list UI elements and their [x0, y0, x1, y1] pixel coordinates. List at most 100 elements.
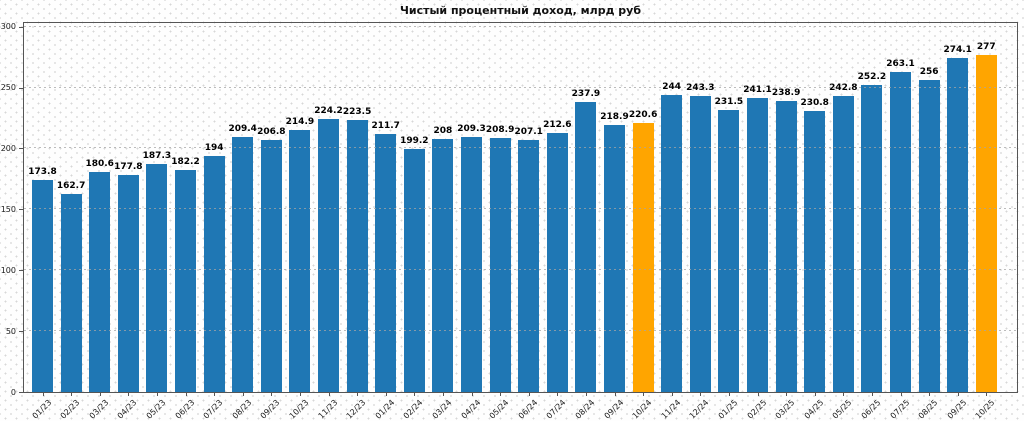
bar-value-label: 238.9 — [771, 88, 801, 98]
x-tick-label: 04/23 — [115, 398, 139, 421]
bar-value-label: 209.4 — [228, 124, 257, 134]
bar-value-label: 207.1 — [514, 127, 543, 137]
x-tick-label: 02/24 — [401, 398, 425, 421]
x-tick-mark — [728, 393, 730, 396]
x-tick-mark — [871, 393, 873, 396]
x-tick-label: 04/24 — [459, 398, 482, 421]
x-tick-label: 08/24 — [573, 398, 597, 421]
y-tick-mark — [19, 331, 23, 333]
bar-value-label: 177.8 — [114, 162, 143, 172]
bar-value-label: 211.7 — [371, 121, 400, 131]
bar-06/23 — [175, 170, 196, 392]
bar-value-label: 252.2 — [857, 72, 887, 82]
x-tick-mark — [786, 393, 788, 396]
y-tick-mark — [19, 148, 23, 150]
bar-value-label: 173.8 — [28, 167, 57, 177]
chart-title: Чистый процентный доход, млрд руб — [399, 4, 642, 17]
x-tick-label: 06/24 — [516, 398, 540, 421]
bar-value-label: 241.1 — [743, 85, 772, 95]
y-tick-mark — [19, 392, 23, 393]
x-tick-mark — [557, 393, 559, 396]
bar-value-label: 244 — [662, 82, 682, 92]
x-tick-mark — [214, 393, 216, 396]
plot-area: 173.8 162.7 180.6 177.8 187.3 182.2 194 209.4 20… — [23, 22, 1018, 393]
x-tick-label: 07/24 — [544, 398, 568, 421]
x-tick-label: 06/25 — [859, 398, 883, 421]
bar-06/24 — [518, 140, 540, 392]
bar-09/24 — [604, 125, 625, 392]
bar-08/23 — [232, 137, 254, 392]
x-tick-label: 09/24 — [602, 398, 625, 421]
bar-12/24 — [689, 96, 711, 392]
bar-value-label: 218.9 — [600, 112, 629, 122]
bar-value-label: 231.5 — [714, 97, 744, 107]
bar-08/24 — [575, 102, 597, 392]
x-tick-label: 08/25 — [916, 398, 940, 421]
x-tick-label: 10/24 — [630, 398, 654, 421]
bar-value-label: 194 — [204, 143, 224, 153]
bar-04/25 — [804, 111, 826, 392]
bar-03/24 — [432, 139, 454, 392]
x-tick-label: 09/23 — [258, 398, 282, 421]
x-tick-mark — [156, 393, 158, 396]
x-tick-mark — [614, 393, 616, 396]
y-tick-label: 100 — [0, 265, 16, 275]
x-tick-mark — [357, 393, 359, 396]
bar-09/25 — [947, 58, 969, 392]
x-tick-mark — [471, 393, 473, 396]
bar-value-label: 162.7 — [56, 181, 86, 191]
x-tick-label: 02/25 — [745, 398, 768, 421]
x-tick-mark — [328, 393, 330, 396]
x-tick-label: 01/24 — [373, 398, 397, 421]
y-tick-mark — [19, 87, 23, 89]
x-tick-mark — [299, 393, 301, 396]
x-tick-label: 05/25 — [830, 398, 854, 421]
x-tick-mark — [128, 393, 130, 396]
x-tick-mark — [643, 393, 645, 396]
x-tick-mark — [71, 393, 73, 396]
bar-value-label: 243.3 — [686, 83, 715, 93]
x-tick-label: 12/24 — [687, 398, 711, 421]
bar-value-label: 208.9 — [485, 125, 515, 135]
bar-04/23 — [117, 175, 139, 392]
x-tick-label: 11/23 — [316, 398, 339, 421]
bar-10/25 — [975, 55, 997, 392]
bar-value-label: 208 — [433, 126, 453, 136]
y-tick-mark — [19, 270, 23, 272]
bar-value-label: 187.3 — [142, 151, 172, 161]
x-tick-mark — [99, 393, 101, 396]
value-labels-layer: 173.8 162.7 180.6 177.8 187.3 182.2 194 209.4 20… — [24, 23, 1017, 392]
bar-07/24 — [546, 133, 568, 392]
x-tick-mark — [957, 393, 959, 396]
bar-value-label: 224.2 — [314, 106, 343, 116]
bar-01/23 — [32, 180, 53, 392]
x-tick-mark — [671, 393, 673, 396]
y-tick-label: 300 — [0, 22, 16, 32]
x-tick-mark — [414, 393, 416, 396]
bar-02/23 — [60, 194, 82, 392]
bar-value-label: 220.6 — [628, 110, 658, 120]
grid-layer — [24, 23, 1017, 392]
bar-05/23 — [146, 164, 168, 392]
y-tick-label: 200 — [0, 143, 16, 153]
x-tick-label: 09/25 — [945, 398, 969, 421]
y-tick-label: 150 — [0, 204, 16, 214]
x-tick-label: 08/23 — [230, 398, 254, 421]
x-tick-mark — [500, 393, 502, 396]
x-tick-mark — [757, 393, 759, 396]
bar-value-label: 274.1 — [943, 45, 972, 55]
bar-value-label: 209.3 — [457, 124, 486, 134]
bar-03/23 — [89, 172, 111, 392]
bar-value-label: 214.9 — [285, 117, 315, 127]
x-tick-mark — [700, 393, 702, 396]
x-tick-label: 03/25 — [773, 398, 797, 421]
bar-06/25 — [861, 85, 883, 392]
x-tick-label: 05/24 — [487, 398, 511, 421]
x-tick-label: 03/24 — [430, 398, 454, 421]
x-tick-label: 01/23 — [30, 398, 53, 421]
gridline-50 — [24, 330, 1017, 332]
x-tick-label: 11/24 — [659, 398, 683, 421]
bar-10/23 — [289, 130, 311, 392]
x-tick-mark — [442, 393, 444, 396]
